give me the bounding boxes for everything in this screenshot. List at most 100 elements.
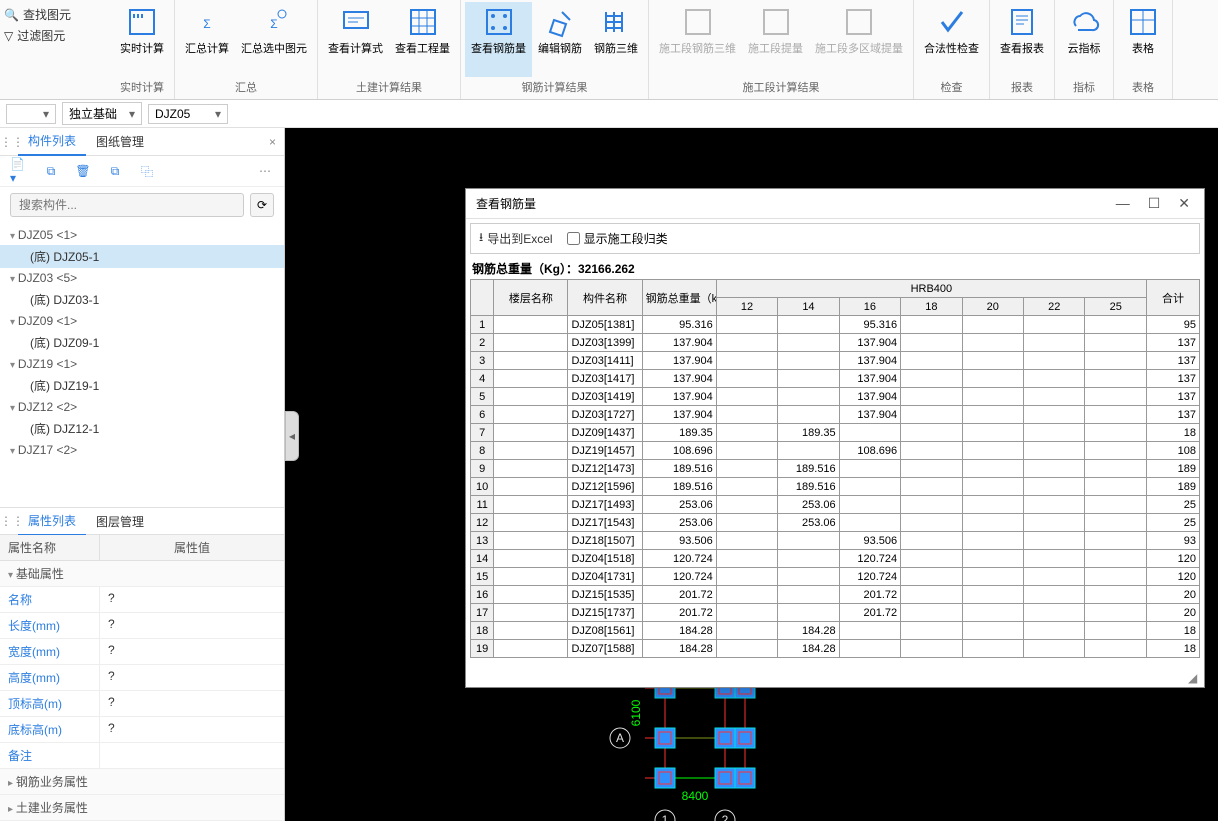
table-row[interactable]: 6DJZ03[1727]137.904137.904137: [471, 406, 1200, 424]
property-row[interactable]: 备注: [0, 743, 284, 769]
property-row[interactable]: 底标高(m)?: [0, 717, 284, 743]
realtime-calc-icon: [126, 6, 158, 38]
ribbon-rebar-3d[interactable]: 钢筋三维: [588, 2, 644, 77]
tab-drawing-mgmt[interactable]: 图纸管理: [86, 128, 154, 155]
table-row[interactable]: 12DJZ17[1543]253.06253.0625: [471, 514, 1200, 532]
close-icon[interactable]: ✕: [1174, 195, 1194, 212]
table-row[interactable]: 3DJZ03[1411]137.904137.904137: [471, 352, 1200, 370]
table-row[interactable]: 16DJZ15[1535]201.72201.7220: [471, 586, 1200, 604]
summary-sel-icon: Σ: [258, 6, 290, 38]
delete-icon[interactable]: 🗑: [74, 162, 92, 180]
left-panel: ⋮⋮ 构件列表 图纸管理 × 📄▾ ⧉ 🗑 ⧉ ⿻ ⋯ ⟳ DJZ05 <1>(…: [0, 128, 285, 821]
close-icon[interactable]: ×: [261, 135, 284, 149]
tree-item[interactable]: (底) DJZ12-1: [0, 417, 284, 440]
refresh-icon[interactable]: ⟳: [250, 193, 274, 217]
component-tabs: ⋮⋮ 构件列表 图纸管理 ×: [0, 128, 284, 156]
ribbon-realtime-calc[interactable]: 实时计算: [114, 2, 170, 77]
dialog-titlebar[interactable]: 查看钢筋量 ― ☐ ✕: [466, 189, 1204, 219]
cloud-index-icon: [1068, 6, 1100, 38]
rebar-grid[interactable]: 楼层名称构件名称钢筋总重量（kg）HRB400合计121416182022251…: [470, 279, 1200, 683]
table-row[interactable]: 10DJZ12[1596]189.516189.516189: [471, 478, 1200, 496]
table-row[interactable]: 17DJZ15[1737]201.72201.7220: [471, 604, 1200, 622]
tree-group[interactable]: DJZ19 <1>: [0, 354, 284, 374]
component-toolbar: 📄▾ ⧉ 🗑 ⧉ ⿻ ⋯: [0, 156, 284, 187]
filter-icon: ▽: [4, 29, 13, 43]
table-row[interactable]: 14DJZ04[1518]120.724120.724120: [471, 550, 1200, 568]
layer-copy-icon[interactable]: ⧉: [106, 162, 124, 180]
ribbon-group-label: 施工段计算结果: [743, 77, 820, 97]
tree-item[interactable]: (底) DJZ03-1: [0, 288, 284, 311]
ribbon-view-qty[interactable]: 查看工程量: [389, 2, 456, 77]
ribbon-group-label: 检查: [941, 77, 963, 97]
table-row[interactable]: 9DJZ12[1473]189.516189.516189: [471, 460, 1200, 478]
property-row[interactable]: 高度(mm)?: [0, 665, 284, 691]
drag-handle-icon[interactable]: ⋮⋮: [0, 514, 18, 528]
ribbon-summary-calc[interactable]: Σ汇总计算: [179, 2, 235, 77]
tree-group[interactable]: DJZ12 <2>: [0, 397, 284, 417]
drag-handle-icon[interactable]: ⋮⋮: [0, 135, 18, 149]
ribbon-summary-sel[interactable]: Σ汇总选中图元: [235, 2, 313, 77]
ribbon-view-rebar[interactable]: 查看钢筋量: [465, 2, 532, 77]
layer-between-icon[interactable]: ⿻: [138, 162, 156, 180]
table-row[interactable]: 5DJZ03[1419]137.904137.904137: [471, 388, 1200, 406]
table-row[interactable]: 13DJZ18[1507]93.50693.50693: [471, 532, 1200, 550]
new-icon[interactable]: 📄▾: [10, 162, 28, 180]
prop-section-civil[interactable]: 土建业务属性: [0, 795, 284, 821]
svg-text:1: 1: [662, 813, 669, 821]
edit-rebar-icon: [544, 6, 576, 38]
ribbon-edit-rebar[interactable]: 编辑钢筋: [532, 2, 588, 77]
seg-multi-icon: [843, 6, 875, 38]
component-tree: DJZ05 <1>(底) DJZ05-1DJZ03 <5>(底) DJZ03-1…: [0, 223, 284, 507]
selector-1[interactable]: [6, 104, 56, 124]
tree-group[interactable]: DJZ05 <1>: [0, 225, 284, 245]
ribbon-table-input[interactable]: 表格: [1118, 2, 1168, 77]
tab-layer-mgmt[interactable]: 图层管理: [86, 508, 154, 535]
table-row[interactable]: 8DJZ19[1457]108.696108.696108: [471, 442, 1200, 460]
property-row[interactable]: 名称?: [0, 587, 284, 613]
tree-item[interactable]: (底) DJZ19-1: [0, 374, 284, 397]
table-row[interactable]: 7DJZ09[1437]189.35189.3518: [471, 424, 1200, 442]
show-segment-checkbox[interactable]: 显示施工段归类: [567, 230, 668, 247]
filter-element[interactable]: ▽ 过滤图元: [4, 25, 106, 46]
export-excel-button[interactable]: ⭳ 导出到Excel: [479, 228, 553, 249]
ribbon-group-label: 指标: [1073, 77, 1095, 97]
tree-item[interactable]: (底) DJZ05-1: [0, 245, 284, 268]
tree-group[interactable]: DJZ09 <1>: [0, 311, 284, 331]
table-row[interactable]: 11DJZ17[1493]253.06253.0625: [471, 496, 1200, 514]
ribbon-group-label: 汇总: [235, 77, 257, 97]
property-row[interactable]: 顶标高(m)?: [0, 691, 284, 717]
tab-component-list[interactable]: 构件列表: [18, 127, 86, 156]
rebar-3d-icon: [600, 6, 632, 38]
resize-handle[interactable]: ◢: [1188, 671, 1202, 685]
prop-section-basic[interactable]: 基础属性: [0, 561, 284, 587]
tree-item[interactable]: (底) DJZ09-1: [0, 331, 284, 354]
ribbon-view-report[interactable]: 查看报表: [994, 2, 1050, 77]
ribbon-view-formula[interactable]: 查看计算式: [322, 2, 389, 77]
table-row[interactable]: 1DJZ05[1381]95.31695.31695: [471, 316, 1200, 334]
ribbon-legal-check[interactable]: 合法性检查: [918, 2, 985, 77]
property-row[interactable]: 宽度(mm)?: [0, 639, 284, 665]
ribbon-group-label: 土建计算结果: [356, 77, 422, 97]
search-input[interactable]: [10, 193, 244, 217]
tree-group[interactable]: DJZ17 <2>: [0, 440, 284, 460]
find-element[interactable]: 🔍 查找图元: [4, 4, 106, 25]
table-row[interactable]: 18DJZ08[1561]184.28184.2818: [471, 622, 1200, 640]
ribbon-cloud-index[interactable]: 云指标: [1059, 2, 1109, 77]
table-row[interactable]: 15DJZ04[1731]120.724120.724120: [471, 568, 1200, 586]
selector-3[interactable]: DJZ05: [148, 104, 228, 124]
copy-icon[interactable]: ⧉: [42, 162, 60, 180]
maximize-icon[interactable]: ☐: [1144, 195, 1165, 212]
tree-group[interactable]: DJZ03 <5>: [0, 268, 284, 288]
filter-label: 过滤图元: [17, 27, 65, 44]
collapse-handle[interactable]: ◂: [285, 411, 299, 461]
minimize-icon[interactable]: ―: [1112, 195, 1134, 212]
table-row[interactable]: 2DJZ03[1399]137.904137.904137: [471, 334, 1200, 352]
table-row[interactable]: 4DJZ03[1417]137.904137.904137: [471, 370, 1200, 388]
tab-property-list[interactable]: 属性列表: [18, 507, 86, 536]
view-report-icon: [1006, 6, 1038, 38]
table-row[interactable]: 19DJZ07[1588]184.28184.2818: [471, 640, 1200, 658]
prop-section-rebar[interactable]: 钢筋业务属性: [0, 769, 284, 795]
more-icon[interactable]: ⋯: [256, 162, 274, 180]
property-row[interactable]: 长度(mm)?: [0, 613, 284, 639]
selector-2[interactable]: 独立基础: [62, 102, 142, 125]
